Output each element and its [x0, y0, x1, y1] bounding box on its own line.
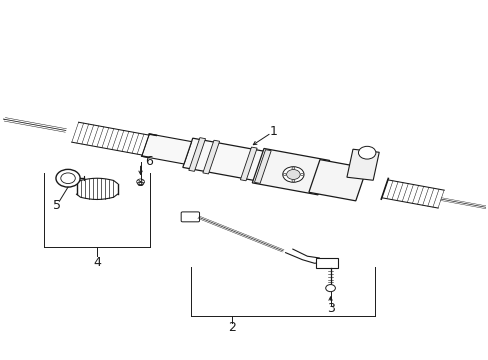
Polygon shape [142, 134, 191, 164]
Circle shape [286, 170, 300, 179]
Circle shape [56, 169, 80, 187]
Text: 1: 1 [269, 125, 277, 138]
Circle shape [300, 174, 303, 176]
FancyBboxPatch shape [181, 212, 199, 222]
Polygon shape [183, 138, 277, 183]
Circle shape [61, 173, 75, 184]
Circle shape [137, 179, 144, 185]
Polygon shape [240, 147, 257, 181]
Circle shape [291, 180, 294, 182]
Polygon shape [203, 140, 219, 174]
Circle shape [282, 167, 304, 182]
Circle shape [291, 167, 294, 169]
Polygon shape [254, 150, 271, 183]
Polygon shape [252, 148, 329, 195]
Text: 2: 2 [228, 321, 236, 334]
Text: 4: 4 [93, 256, 101, 269]
Circle shape [283, 174, 285, 176]
Polygon shape [308, 159, 366, 201]
Circle shape [358, 146, 375, 159]
Polygon shape [346, 149, 379, 180]
Circle shape [325, 284, 335, 292]
Polygon shape [315, 258, 337, 268]
Polygon shape [188, 138, 205, 171]
Text: 3: 3 [326, 302, 334, 315]
Text: 5: 5 [53, 199, 61, 212]
Text: 6: 6 [145, 155, 153, 168]
